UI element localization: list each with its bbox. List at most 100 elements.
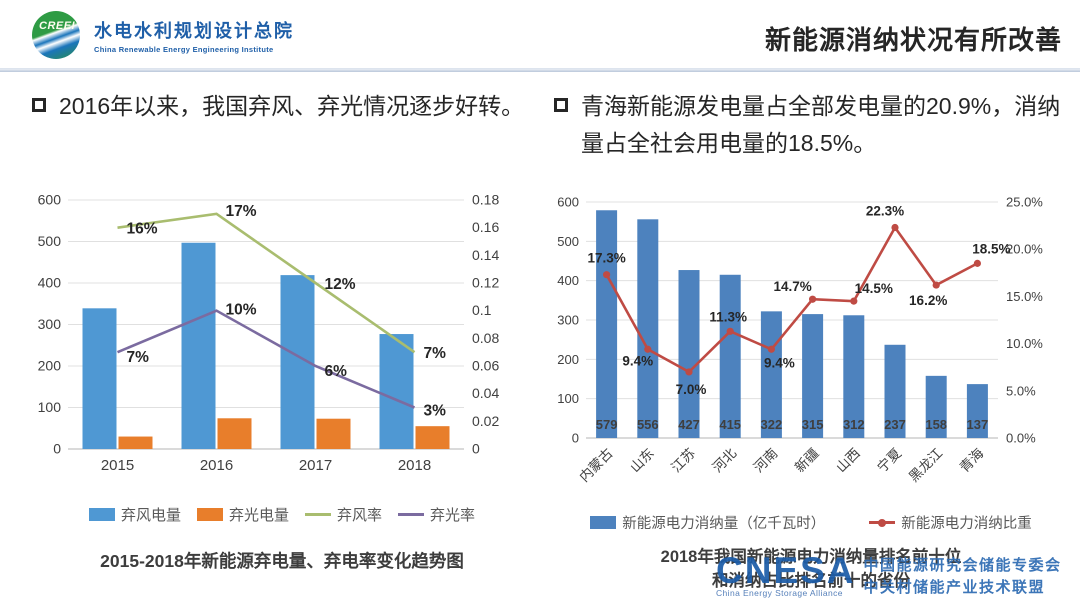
y-right-tick: 0.0%: [1006, 431, 1036, 446]
header-separator: [0, 68, 1080, 72]
bar: [719, 274, 741, 438]
y-left-tick: 300: [38, 316, 62, 332]
bar: [802, 314, 824, 438]
category-label: 新疆: [792, 446, 822, 476]
legend-item: 弃风电量: [88, 504, 181, 525]
y-left-tick: 0: [572, 431, 579, 446]
cnesa-org-names: 中国能源研究会储能专委会 中关村储能产业技术联盟: [864, 555, 1062, 599]
cnesa-logo: CNESA China Energy Storage Alliance: [716, 552, 856, 598]
right-chart-legend: 新能源电力消纳量（亿千瓦时） 新能源电力消纳比重: [550, 512, 1072, 533]
bar: [637, 219, 659, 438]
bar-value-label: 315: [802, 417, 824, 432]
line-value-label: 9.4%: [764, 355, 795, 370]
legend-label: 弃光电量: [228, 507, 289, 524]
line-value-label: 6%: [325, 363, 348, 380]
category-label: 河北: [710, 445, 740, 475]
bar: [181, 242, 216, 449]
bar-value-label: 427: [678, 417, 700, 432]
category-label: 江苏: [668, 446, 698, 476]
category-label: 2018: [398, 457, 431, 474]
y-left-tick: 200: [557, 352, 579, 367]
line-marker: [726, 327, 734, 335]
y-right-tick: 0.04: [472, 385, 499, 401]
bar: [217, 418, 252, 449]
y-left-tick: 600: [38, 192, 62, 208]
left-bullet-text: 2016年以来，我国弃风、弃光情况逐步好转。: [59, 93, 525, 119]
curtailment-trend-chart: 600 500 400 300 200 100 0 0.18 0.16 0.14 0.12 0.1 0.…: [38, 192, 500, 475]
chart-plot: 600 500 400 300 200 100 0 25.0% 20.0% 15.0% 10.0% 5…: [557, 195, 1043, 485]
bar: [316, 418, 351, 449]
y-right-tick: 0.08: [472, 330, 499, 346]
legend-label: 弃光率: [430, 507, 476, 524]
line-series: [605, 225, 979, 374]
line-value-label: 18.5%: [972, 241, 1010, 256]
bar-value-label: 312: [843, 417, 865, 432]
y-right-tick: 0.02: [472, 413, 499, 429]
line-value-label: 22.3%: [866, 203, 904, 218]
line-value-label: 16.2%: [909, 293, 947, 308]
line-value-label: 12%: [325, 276, 356, 293]
legend-bar-swatch-icon: [590, 516, 617, 529]
category-label: 山西: [833, 446, 863, 476]
legend-label: 弃风率: [337, 507, 383, 524]
bar: [82, 308, 117, 449]
left-bullet: 2016年以来，我国弃风、弃光情况逐步好转。: [28, 88, 536, 125]
y-left-tick: 400: [557, 273, 579, 288]
y-right-tick: 0.1: [472, 302, 492, 318]
category-label: 山东: [627, 446, 657, 476]
legend-item: 新能源电力消纳量（亿千瓦时）: [590, 512, 825, 533]
y-right-tick: 0.12: [472, 275, 499, 291]
bar: [379, 334, 414, 449]
y-left-tick: 100: [557, 391, 579, 406]
chart-plot: 600 500 400 300 200 100 0 0.18 0.16 0.14 0.12 0.1 0.…: [38, 192, 500, 475]
y-left-tick: 300: [557, 313, 579, 328]
legend-item: 弃光电量: [196, 504, 289, 525]
y-left-tick: 0: [53, 441, 61, 457]
category-label: 内蒙古: [576, 446, 615, 485]
legend-label: 新能源电力消纳比重: [901, 516, 1032, 532]
creei-logo-text: 水电水利规划设计总院 China Renewable Energy Engine…: [94, 17, 294, 54]
line-marker: [809, 295, 817, 303]
line-value-label: 16%: [127, 221, 158, 238]
cnesa-brand-text: CNESA: [716, 550, 856, 591]
y-right-tick: 5.0%: [1006, 383, 1036, 398]
line-marker: [932, 281, 940, 289]
y-right-tick: 0.06: [472, 358, 499, 374]
category-label: 2015: [101, 457, 134, 474]
creei-logo-icon: CREEI: [32, 11, 80, 59]
line-series: [116, 309, 416, 409]
line-value-label: 9.4%: [622, 353, 653, 368]
y-right-tick: 15.0%: [1006, 289, 1043, 304]
bar: [884, 344, 906, 438]
category-label: 2016: [200, 457, 233, 474]
category-label: 黑龙江: [906, 446, 945, 485]
creei-logo-acronym: CREEI: [39, 20, 76, 32]
right-chart-caption-line2: 和消纳占比排名前十的省份: [712, 571, 910, 590]
line-value-label: 10%: [226, 302, 257, 319]
bar-value-label: 556: [637, 417, 659, 432]
bar: [843, 315, 865, 438]
org-name-cn: 水电水利规划设计总院: [94, 20, 294, 41]
bar-value-label: 137: [967, 417, 989, 432]
line-value-label: 7%: [424, 345, 447, 362]
bar-value-label: 415: [719, 417, 741, 432]
line-value-label: 11.3%: [709, 309, 747, 324]
legend-bar-swatch-icon: [196, 508, 223, 521]
line-marker: [850, 297, 858, 305]
line-value-label: 14.7%: [773, 279, 811, 294]
cnesa-watermark: CNESA China Energy Storage Alliance 中国能源…: [716, 552, 1062, 599]
line-value-label: 7%: [127, 349, 150, 366]
right-bullet: 青海新能源发电量占全部发电量的20.9%，消纳量占全社会用电量的18.5%。: [550, 88, 1072, 162]
y-left-tick: 100: [38, 399, 62, 415]
y-left-tick: 400: [38, 275, 62, 291]
header: CREEI 水电水利规划设计总院 China Renewable Energy …: [0, 0, 1080, 68]
bar-value-label: 579: [596, 417, 618, 432]
line-series: [117, 212, 416, 354]
legend-line-swatch-icon: [869, 518, 896, 527]
bar-value-label: 158: [925, 417, 947, 432]
line-marker: [973, 259, 981, 267]
y-right-tick: 25.0%: [1006, 195, 1043, 210]
y-left-tick: 500: [38, 233, 62, 249]
y-left-tick: 500: [557, 234, 579, 249]
bar: [925, 375, 947, 438]
